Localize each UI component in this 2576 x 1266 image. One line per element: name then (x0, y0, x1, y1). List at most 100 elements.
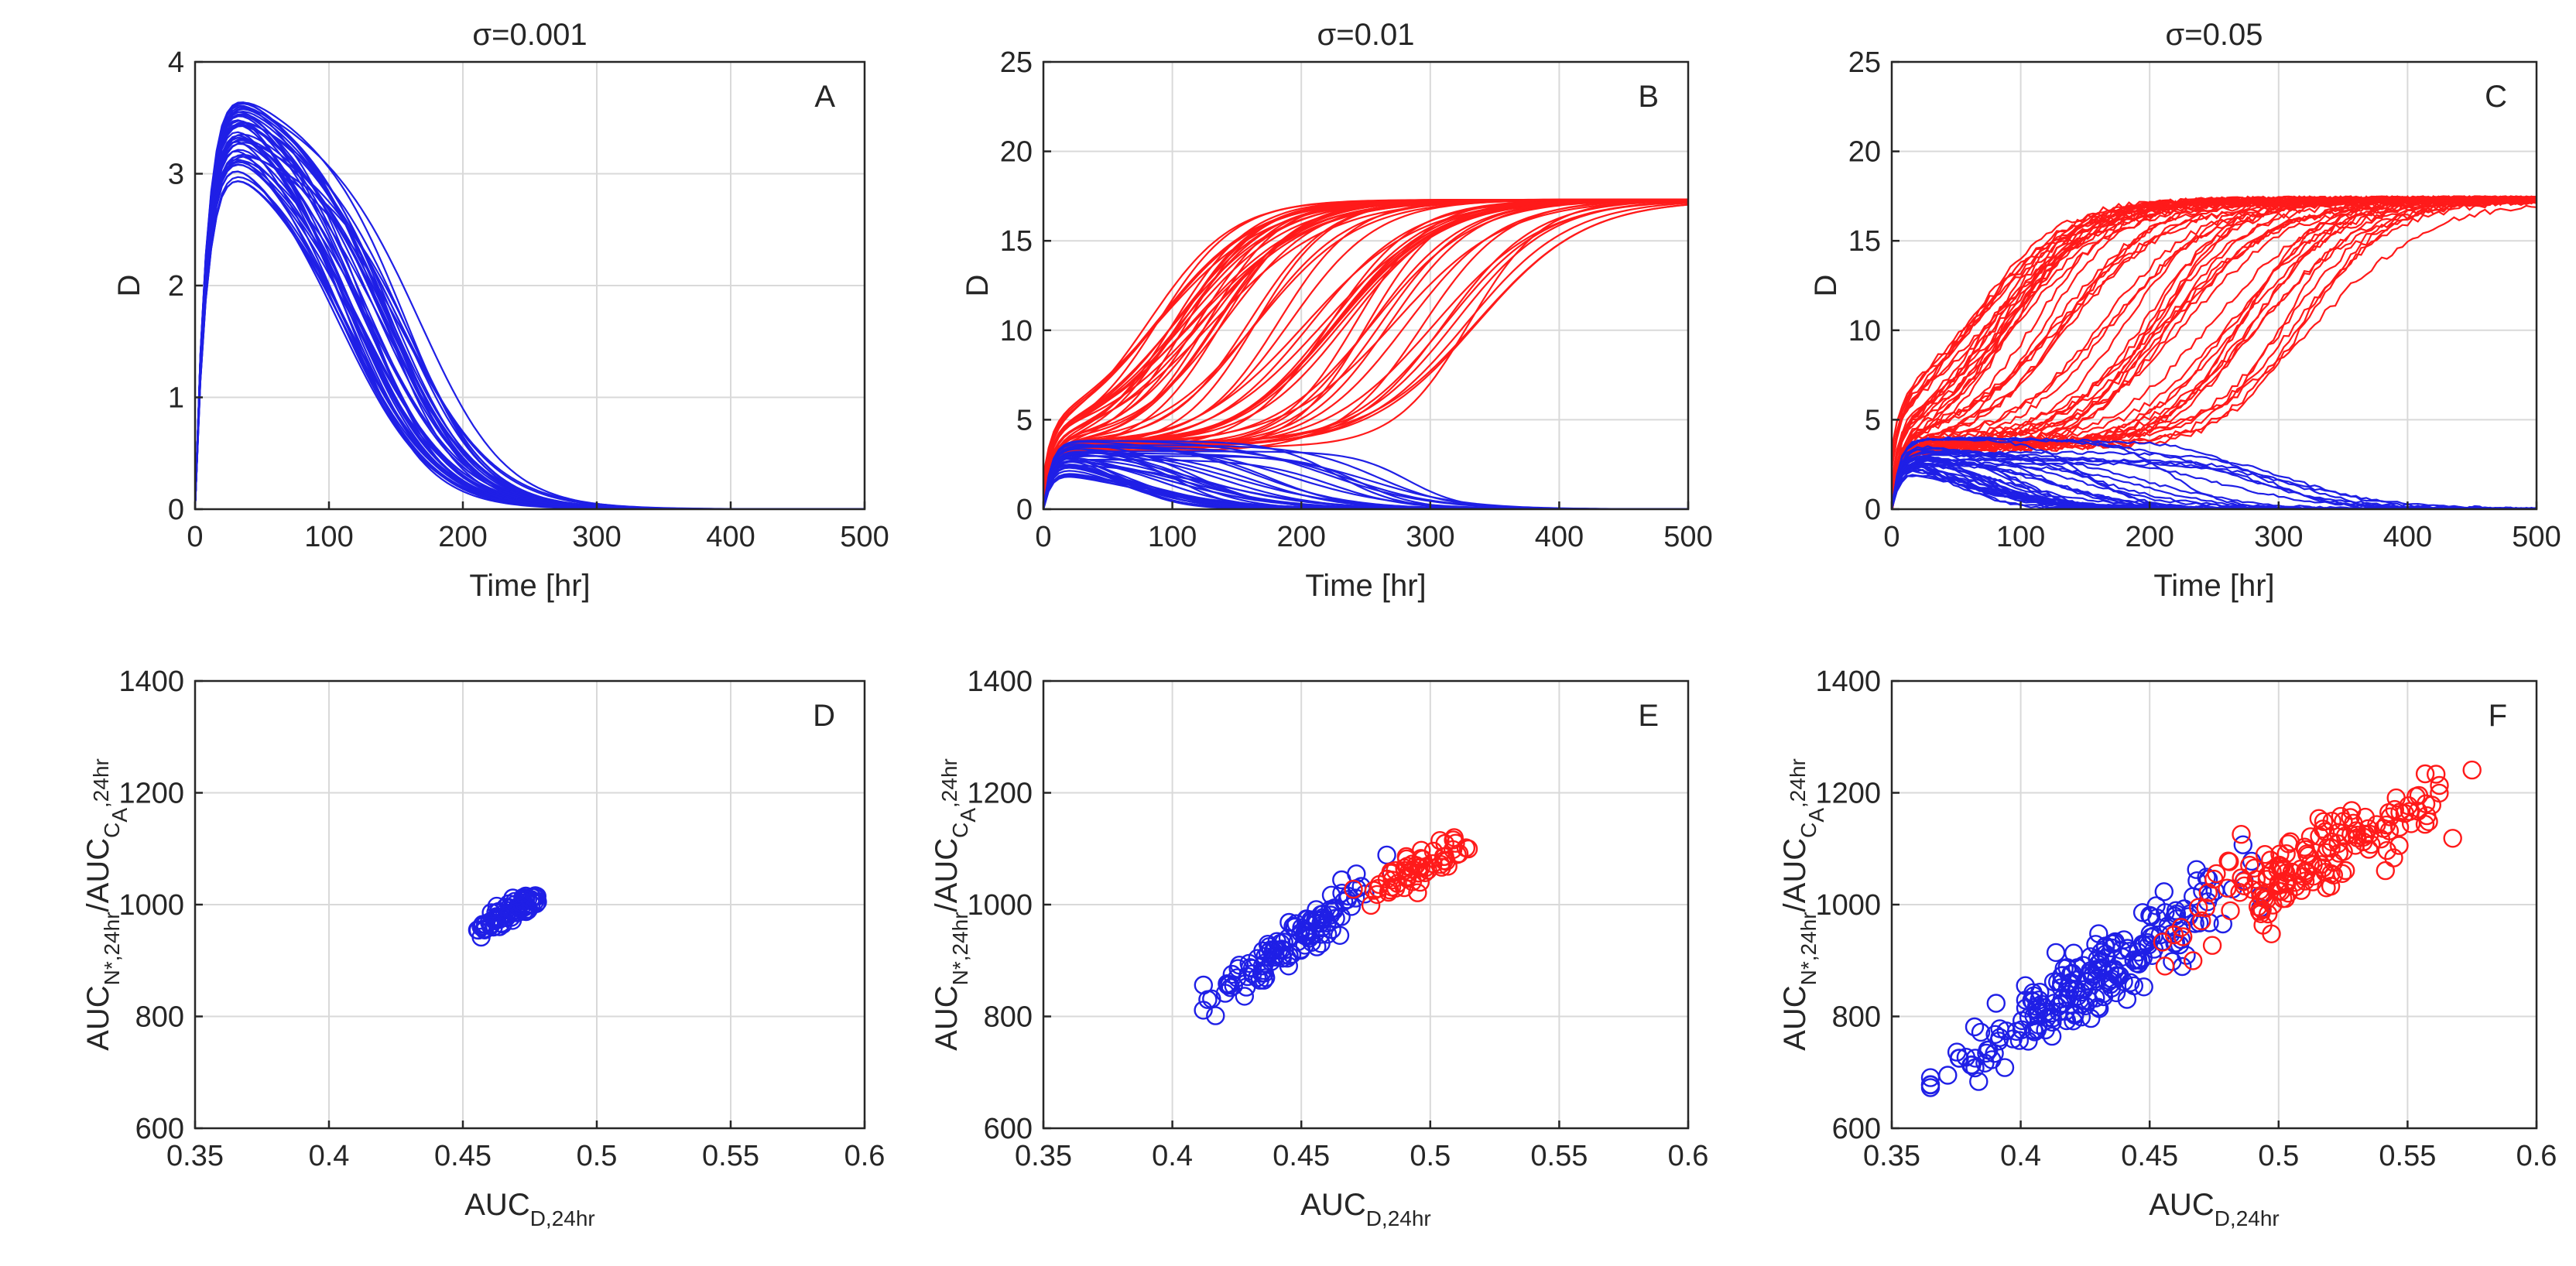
y-axis-label: D (112, 275, 146, 297)
scatter-point (1388, 874, 1407, 893)
trajectory-line (1892, 195, 2537, 502)
scatter-point (1447, 845, 1467, 864)
y-tick-label: 10 (1000, 315, 1033, 347)
scatter-point (2322, 832, 2341, 852)
scatter-point (1969, 1072, 1989, 1091)
y-tick-label: 1000 (967, 889, 1033, 922)
y-axis-label: AUCN*,24hr/AUCCA,24hr (1778, 758, 1828, 1051)
grid-D (195, 681, 865, 1128)
scatter-point (1332, 870, 1351, 890)
trajectory-line (195, 141, 865, 509)
scatter-point (2233, 835, 2253, 854)
scatter-point (1330, 926, 1350, 946)
y-tick-label: 800 (1832, 1001, 1881, 1034)
scatter-point (2042, 1026, 2062, 1046)
x-tick-label: 100 (1148, 521, 1197, 553)
y-axis-label: AUCN*,24hr/AUCCA,24hr (81, 758, 132, 1051)
x-axis-label: AUCD,24hr (1300, 1188, 1431, 1230)
scatter-point (2154, 882, 2174, 902)
scatter-point (2009, 1031, 2030, 1050)
x-tick-label: 0 (1035, 521, 1051, 553)
y-axis-label-ylabel_main: AUC (81, 985, 115, 1050)
scatter-point (2153, 932, 2173, 952)
scatter-point (2341, 808, 2360, 827)
trajectory-line (195, 119, 865, 509)
grid-E (1043, 681, 1688, 1128)
scatter-point (481, 916, 500, 936)
scatter-point (1368, 878, 1388, 898)
scatter-point (1956, 1047, 1976, 1067)
scatter-point (2155, 956, 2175, 976)
y-tick-label: 20 (1000, 136, 1033, 169)
y-axis-label: D (961, 275, 995, 297)
scatter-point (1377, 845, 1396, 865)
scatter-point (2245, 858, 2264, 878)
scatter-point (2406, 787, 2426, 806)
scatter-point (1240, 958, 1260, 977)
scatter-point (2242, 880, 2262, 899)
y-tick-label: 20 (1848, 136, 1881, 169)
scatter-point (2089, 924, 2108, 943)
x-tick-label: 300 (1406, 521, 1454, 553)
scatter-point (1982, 1050, 2002, 1069)
x-tick-label: 300 (2254, 521, 2303, 553)
scatter-point (2200, 913, 2219, 932)
scatter-point (2064, 1011, 2083, 1031)
y-axis-label-ylabel_sub3: A (108, 808, 132, 823)
y-axis-label-ylabel_main: AUC (930, 985, 964, 1050)
scatter-point (1215, 984, 1235, 1003)
scatter-point (2367, 815, 2386, 834)
scatter-point (508, 903, 527, 922)
y-tick-label: 600 (984, 1113, 1033, 1145)
y-tick-label: 10 (1848, 315, 1881, 347)
x-tick-label: 500 (840, 521, 889, 553)
scatter-point (1965, 1017, 1985, 1037)
x-axis-label-main: AUC (464, 1188, 529, 1222)
scatter-point (2279, 834, 2298, 854)
panel-C: 0 100 200 300 400 500 0 5 10 15 20 25 σ=0.05 C Time [h… (1809, 18, 2561, 603)
scatter-point (2240, 855, 2259, 875)
panel-title: σ=0.001 (472, 18, 587, 52)
scatter-point (2462, 760, 2482, 780)
scatter-point (2016, 998, 2036, 1018)
scatter-point (2094, 984, 2113, 1004)
y-tick-label: 0 (168, 494, 184, 526)
series-blue (1920, 835, 2270, 1097)
scatter-point (2232, 824, 2251, 844)
x-tick-label: 0.45 (1273, 1140, 1330, 1172)
series-blue (1194, 845, 1402, 1025)
scatter-point (2252, 900, 2272, 919)
trajectory-line (1892, 464, 2537, 509)
scatter-point (2324, 865, 2344, 885)
scatter-point (2173, 927, 2193, 946)
scatter-point (1236, 977, 1256, 997)
y-tick-label: 25 (1848, 46, 1881, 79)
scatter-point (1317, 925, 1338, 944)
x-tick-label: 0.55 (1530, 1140, 1588, 1172)
scatter-point (2218, 851, 2238, 871)
x-tick-label: 0.6 (844, 1140, 886, 1172)
trajectory-line (195, 170, 865, 509)
x-tick-label: 0.4 (309, 1140, 350, 1172)
scatter-point (1273, 946, 1292, 966)
scatter-point (2415, 814, 2435, 834)
y-tick-label: 25 (1000, 46, 1033, 79)
scatter-point (1990, 1028, 2009, 1048)
scatter-point (1278, 929, 1298, 948)
x-tick-label: 400 (1535, 521, 1584, 553)
x-tick-label: 0.5 (577, 1140, 618, 1172)
scatter-point (2276, 863, 2296, 883)
scatter-point (2276, 874, 2295, 894)
y-tick-label: 15 (1848, 225, 1881, 258)
scatter-point (2415, 764, 2435, 784)
scatter-point (2443, 829, 2462, 848)
y-tick-label: 1400 (967, 666, 1033, 698)
y-axis-label-ylabel_sub4: ,24hr (89, 758, 113, 808)
scatter-point (2171, 918, 2191, 937)
trajectory-line (1892, 450, 2537, 509)
y-tick-label: 1200 (1815, 778, 1881, 810)
x-tick-label: 500 (2512, 521, 2561, 553)
scatter-point (1979, 1040, 1999, 1060)
y-axis-label-ylabel_sub1: N*,24hr (1797, 912, 1821, 985)
scatter-point (1338, 890, 1357, 909)
